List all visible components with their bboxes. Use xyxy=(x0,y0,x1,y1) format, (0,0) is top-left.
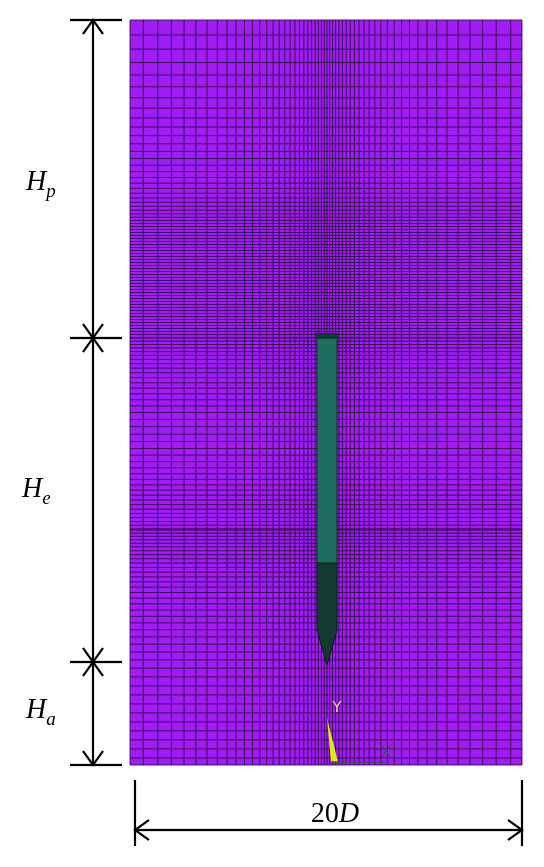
label-subscript: a xyxy=(46,709,56,730)
axis-label: X xyxy=(381,743,391,761)
dimension-arrows xyxy=(82,18,104,767)
label-symbol: H xyxy=(25,166,48,197)
dimension-label: 20D xyxy=(311,798,359,829)
axis-triad: Y X xyxy=(327,698,391,763)
pile-tip xyxy=(316,562,338,667)
axis-label: Y xyxy=(331,698,342,716)
triad-marker xyxy=(327,718,338,762)
width-dimension: 20D xyxy=(133,780,524,846)
dimension-label: Hp xyxy=(25,166,56,202)
label-subscript: p xyxy=(44,181,56,202)
label-symbol: D xyxy=(338,798,359,829)
dimension-arrows xyxy=(133,819,524,841)
pile-head xyxy=(315,333,339,339)
label-subscript: e xyxy=(42,488,50,509)
pile xyxy=(315,333,339,667)
label-symbol: H xyxy=(21,473,44,504)
dimension-label: Ha xyxy=(25,694,56,730)
label-factor: 20 xyxy=(311,798,339,829)
dimension-label: He xyxy=(21,473,51,509)
pile-shaft xyxy=(316,334,338,564)
label-symbol: H xyxy=(25,694,48,725)
height-dimension: Hp He Ha xyxy=(21,18,122,767)
